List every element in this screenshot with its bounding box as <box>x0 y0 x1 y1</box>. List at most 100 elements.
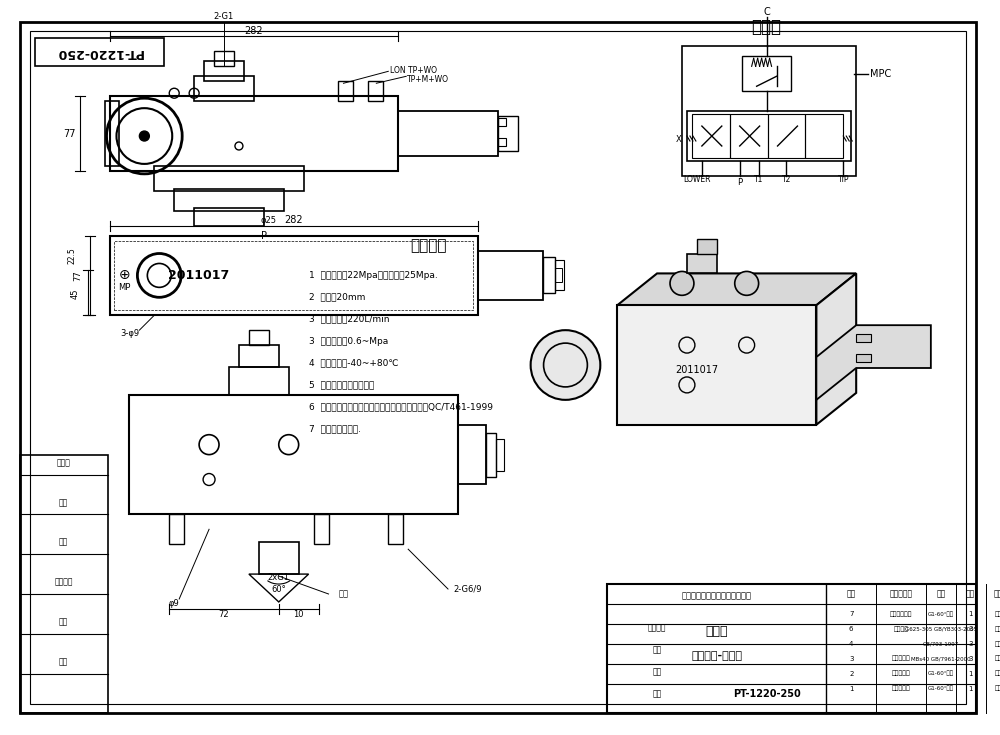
Text: 比例阀体-单外阀: 比例阀体-单外阀 <box>691 650 742 661</box>
Text: 标准: 标准 <box>995 641 1000 647</box>
Text: 序号: 序号 <box>847 589 856 598</box>
Text: 5  工作介质：抗磨液压油: 5 工作介质：抗磨液压油 <box>309 381 374 390</box>
Text: 图纸编号: 图纸编号 <box>648 623 666 632</box>
Bar <box>169 514 184 544</box>
Text: MPC: MPC <box>870 69 892 79</box>
Text: 2xG1: 2xG1 <box>268 573 290 581</box>
Text: TIP: TIP <box>837 176 849 184</box>
Text: 282: 282 <box>245 26 263 35</box>
Bar <box>682 46 856 176</box>
Bar <box>114 240 473 310</box>
Bar <box>805 114 843 158</box>
Text: 2011017: 2011017 <box>168 269 230 282</box>
Bar <box>478 251 543 301</box>
Text: 6: 6 <box>849 625 853 632</box>
Bar <box>768 114 805 158</box>
Text: 设计: 设计 <box>652 689 662 698</box>
Bar <box>543 257 555 293</box>
Text: 72: 72 <box>219 610 229 620</box>
Bar <box>687 111 851 161</box>
Bar <box>486 433 496 476</box>
Text: 3: 3 <box>849 656 853 662</box>
Text: 组合件: 组合件 <box>706 625 728 638</box>
Text: T1: T1 <box>754 176 763 184</box>
Circle shape <box>735 271 759 295</box>
Text: 45: 45 <box>70 288 79 298</box>
Text: G1-60°外螺: G1-60°外螺 <box>928 611 954 617</box>
Text: 气动执行机构: 气动执行机构 <box>890 611 912 617</box>
Bar <box>239 345 279 367</box>
Polygon shape <box>249 574 309 602</box>
Bar <box>194 76 254 101</box>
Bar <box>617 305 816 425</box>
Text: LON TP+WO: LON TP+WO <box>390 66 437 75</box>
Polygon shape <box>617 273 856 305</box>
Bar <box>555 268 562 282</box>
Bar <box>229 367 289 395</box>
Bar <box>105 101 119 166</box>
Text: 流量调节阀: 流量调节阀 <box>892 656 910 662</box>
Text: 2: 2 <box>849 670 853 677</box>
Text: 流量调节阀: 流量调节阀 <box>892 671 910 676</box>
Text: PT-1220-250: PT-1220-250 <box>56 46 143 59</box>
Text: 1: 1 <box>849 686 853 692</box>
Text: 数量: 数量 <box>966 589 975 598</box>
Text: 1: 1 <box>968 611 973 617</box>
Bar <box>388 514 403 544</box>
Text: 流量调节阀: 流量调节阀 <box>892 686 910 692</box>
Text: P: P <box>261 231 267 240</box>
Text: 1: 1 <box>968 686 973 692</box>
Circle shape <box>670 271 694 295</box>
Text: 3: 3 <box>968 656 973 662</box>
Bar <box>249 330 269 345</box>
Text: G625-305 GB/YB303-2005: G625-305 GB/YB303-2005 <box>905 626 977 631</box>
Bar <box>20 455 108 714</box>
Text: 2011017: 2011017 <box>675 365 718 375</box>
Bar <box>154 166 304 191</box>
Text: 3  控制气压：0.6~Mpa: 3 控制气压：0.6~Mpa <box>309 337 388 345</box>
Text: X: X <box>676 135 682 143</box>
Text: C: C <box>763 7 770 17</box>
Text: 3  额定流量：220L/min: 3 额定流量：220L/min <box>309 315 389 323</box>
Text: 77: 77 <box>63 129 76 139</box>
Bar <box>194 208 264 226</box>
Text: 压板: 压板 <box>995 686 1000 692</box>
Text: 液控阀体: 液控阀体 <box>893 626 908 631</box>
Text: 1: 1 <box>968 670 973 677</box>
Text: 图纸编号: 图纸编号 <box>54 578 73 587</box>
Text: 77: 77 <box>73 270 82 281</box>
Text: P: P <box>737 179 742 187</box>
Text: 7: 7 <box>849 611 853 617</box>
Bar <box>856 354 871 362</box>
Text: 4: 4 <box>849 641 853 647</box>
Bar <box>692 114 730 158</box>
Bar <box>458 425 486 484</box>
Text: 备注: 备注 <box>994 589 1000 598</box>
Text: LOWER: LOWER <box>683 176 711 184</box>
Polygon shape <box>816 273 856 425</box>
Text: G1-60°外螺: G1-60°外螺 <box>928 686 954 692</box>
Text: 顶脚: 顶脚 <box>338 589 348 598</box>
Text: 60°: 60° <box>271 584 286 594</box>
Text: 名称及规格: 名称及规格 <box>889 589 913 598</box>
Text: G1-60°外螺: G1-60°外螺 <box>928 671 954 676</box>
Text: 标准: 标准 <box>995 656 1000 662</box>
Bar <box>555 260 564 290</box>
Bar <box>368 82 383 101</box>
Bar <box>398 111 498 156</box>
Text: 7  标牌：激光打码.: 7 标牌：激光打码. <box>309 424 361 433</box>
Text: MBs40 GB/7961-2000: MBs40 GB/7961-2000 <box>911 656 971 662</box>
Bar <box>498 118 506 126</box>
Bar <box>204 61 244 82</box>
Text: 2-G1: 2-G1 <box>214 12 234 21</box>
Bar <box>110 96 398 171</box>
Bar <box>110 236 478 315</box>
Bar <box>174 189 284 211</box>
Text: ⊕: ⊕ <box>119 268 130 282</box>
Text: 3-φ9: 3-φ9 <box>120 329 139 337</box>
Bar <box>314 514 329 544</box>
Circle shape <box>531 330 600 400</box>
Bar <box>730 114 768 158</box>
Text: 原理图: 原理图 <box>752 18 782 35</box>
Bar <box>498 138 506 146</box>
